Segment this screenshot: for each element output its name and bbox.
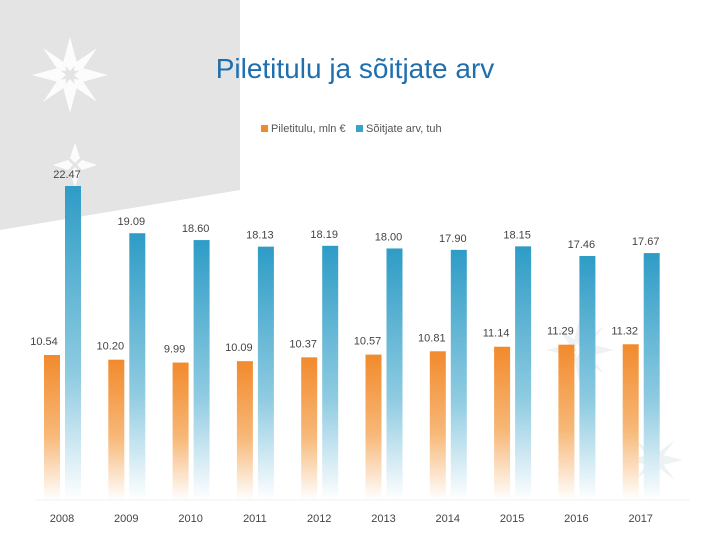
legend: Piletitulu, mln € Sõitjate arv, tuh (261, 123, 442, 135)
bar-piletitulu-2012 (301, 357, 318, 500)
bars-group (44, 186, 660, 500)
label-piletitulu-2014: 10.81 (418, 332, 446, 344)
bar-piletitulu-2009 (108, 359, 125, 500)
label-soitjate-2012: 18.19 (310, 229, 338, 241)
label-piletitulu-2009: 10.20 (97, 341, 125, 353)
bar-soitjate-2013 (386, 248, 403, 500)
x-tick-2015: 2015 (500, 513, 524, 525)
bar-soitjate-2014 (450, 249, 467, 500)
legend-label-soitjate: Sõitjate arv, tuh (366, 123, 442, 135)
value-labels-group: 10.54 22.47 10.20 19.09 9.99 18.60 10.09 18.13 1… (30, 169, 659, 356)
label-soitjate-2009: 19.09 (118, 216, 146, 228)
x-tick-2017: 2017 (628, 513, 652, 525)
label-piletitulu-2015: 11.14 (483, 328, 510, 340)
bar-piletitulu-2017 (622, 344, 639, 500)
label-soitjate-2017: 17.67 (632, 236, 660, 248)
bar-soitjate-2011 (257, 246, 274, 500)
label-piletitulu-2012: 10.37 (289, 338, 317, 350)
label-soitjate-2015: 18.15 (503, 229, 531, 241)
label-soitjate-2008: 22.47 (53, 169, 81, 181)
legend-swatch-piletitulu (261, 125, 268, 132)
x-tick-2009: 2009 (114, 513, 138, 525)
bar-piletitulu-2015 (494, 346, 511, 500)
snowflake-ornament-icon (53, 143, 97, 187)
x-tick-2008: 2008 (50, 513, 74, 525)
bar-soitjate-2017 (643, 253, 660, 500)
bar-soitjate-2009 (129, 233, 146, 500)
bar-piletitulu-2011 (236, 361, 253, 500)
x-tick-2013: 2013 (371, 513, 395, 525)
bar-soitjate-2016 (579, 256, 596, 500)
label-soitjate-2013: 18.00 (375, 231, 403, 243)
label-piletitulu-2013: 10.57 (354, 336, 382, 348)
bar-piletitulu-2014 (429, 351, 446, 500)
bar-soitjate-2010 (193, 240, 210, 500)
snowflake-ornament-icon (32, 37, 108, 113)
bar-piletitulu-2013 (365, 354, 382, 500)
x-tick-2016: 2016 (564, 513, 588, 525)
label-soitjate-2016: 17.46 (568, 239, 596, 251)
label-piletitulu-2008: 10.54 (30, 336, 58, 348)
label-soitjate-2010: 18.60 (182, 223, 210, 235)
x-tick-2010: 2010 (178, 513, 202, 525)
x-axis-ticks-group: 2008 2009 2010 2011 2012 2013 2014 2015 2016 2017 (50, 513, 653, 525)
label-soitjate-2011: 18.13 (246, 230, 274, 242)
background-gray-band (0, 0, 240, 230)
bar-piletitulu-2010 (172, 362, 189, 500)
bar-soitjate-2008 (65, 186, 81, 500)
bar-soitjate-2012 (322, 245, 339, 500)
x-tick-2012: 2012 (307, 513, 331, 525)
label-piletitulu-2016: 11.29 (547, 326, 574, 338)
label-piletitulu-2017: 11.32 (611, 325, 638, 337)
x-tick-2011: 2011 (243, 513, 267, 525)
bar-piletitulu-2008 (44, 355, 60, 500)
label-soitjate-2014: 17.90 (439, 233, 467, 245)
bar-piletitulu-2016 (558, 344, 575, 500)
label-piletitulu-2011: 10.09 (225, 342, 253, 354)
chart-title: Piletitulu ja sõitjate arv (216, 53, 495, 84)
legend-swatch-soitjate (356, 125, 363, 132)
label-piletitulu-2010: 9.99 (164, 344, 185, 356)
bar-soitjate-2015 (515, 246, 532, 500)
x-tick-2014: 2014 (436, 513, 460, 525)
legend-label-piletitulu: Piletitulu, mln € (271, 123, 346, 135)
